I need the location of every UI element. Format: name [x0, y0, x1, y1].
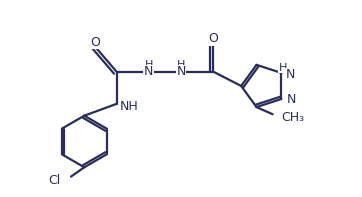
Text: H: H: [279, 62, 287, 72]
Text: N: N: [176, 65, 186, 78]
Text: Cl: Cl: [48, 174, 60, 187]
Text: O: O: [208, 32, 218, 45]
Text: N: N: [144, 65, 153, 78]
Text: N: N: [286, 68, 295, 81]
Text: NH: NH: [120, 100, 139, 113]
Text: H: H: [144, 60, 153, 70]
Text: H: H: [177, 60, 185, 70]
Text: CH₃: CH₃: [281, 111, 304, 124]
Text: O: O: [90, 36, 100, 49]
Text: N: N: [287, 93, 296, 106]
